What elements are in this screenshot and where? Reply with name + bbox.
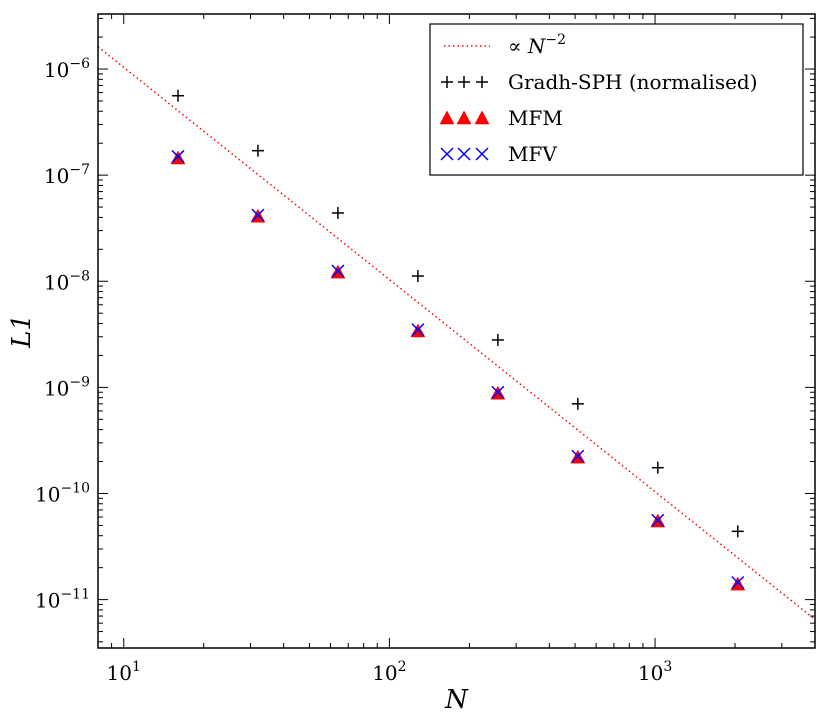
y-tick-label: 10−10 bbox=[35, 480, 90, 506]
y-tick-label: 10−8 bbox=[44, 268, 90, 294]
legend-marker-triangle bbox=[439, 110, 455, 125]
y-tick-label: 10−11 bbox=[35, 587, 90, 613]
data-point-plus bbox=[731, 525, 744, 538]
x-tick-label: 101 bbox=[107, 659, 141, 685]
data-point-plus bbox=[171, 89, 184, 102]
legend-marker-x bbox=[440, 147, 454, 161]
legend-marker-triangle bbox=[474, 110, 490, 125]
data-point-x-b bbox=[651, 513, 665, 527]
data-point-x-b bbox=[491, 385, 505, 399]
legend-label-x: MFV bbox=[508, 142, 557, 166]
data-points-layer bbox=[170, 89, 746, 591]
legend: ∝ N−2 Gradh-SPH (normalised) MFM MFV bbox=[429, 23, 804, 176]
legend-box bbox=[429, 23, 804, 176]
data-point-x bbox=[411, 323, 425, 337]
data-point-x bbox=[331, 264, 345, 278]
data-point-plus bbox=[331, 206, 344, 219]
legend-marker-x bbox=[457, 147, 471, 161]
legend-marker-plus bbox=[441, 76, 453, 88]
legend-marker-x bbox=[475, 147, 489, 161]
data-point-x bbox=[571, 449, 585, 463]
data-point-plus bbox=[251, 144, 264, 157]
data-point-x-b bbox=[171, 149, 185, 163]
legend-marker-triangle bbox=[456, 110, 472, 125]
data-point-x-b bbox=[331, 264, 345, 278]
data-point-plus bbox=[571, 397, 584, 410]
legend-marker-x-b bbox=[457, 147, 471, 161]
legend-label-plus: Gradh-SPH (normalised) bbox=[508, 70, 758, 94]
data-point-x-b bbox=[731, 575, 745, 590]
data-point-x bbox=[651, 513, 665, 527]
legend-label-triangle: MFM bbox=[508, 106, 563, 130]
legend-label-reference: ∝ N−2 bbox=[508, 32, 566, 58]
legend-marker-plus bbox=[458, 76, 470, 88]
y-tick-label: 10−9 bbox=[44, 374, 90, 400]
legend-marker-plus bbox=[476, 76, 488, 88]
legend-marker-x-b bbox=[475, 147, 489, 161]
data-point-plus bbox=[411, 270, 424, 283]
x-tick-label: 103 bbox=[638, 659, 672, 685]
data-point-x bbox=[731, 575, 745, 590]
x-axis-label: N bbox=[444, 685, 469, 715]
x-tick-label: 102 bbox=[372, 659, 406, 685]
y-tick-label: 10−6 bbox=[44, 56, 90, 82]
plot-frame bbox=[97, 13, 816, 649]
data-point-x-b bbox=[571, 449, 585, 463]
data-point-plus bbox=[491, 333, 504, 346]
data-point-x-b bbox=[411, 323, 425, 337]
y-axis-label: L1 bbox=[7, 314, 37, 349]
axis-ticks-layer: 101 102 103 10−6 10−7 10−8 10−9 10−10 10−11 bbox=[35, 14, 816, 685]
data-point-x bbox=[251, 208, 265, 222]
y-tick-label: 10−7 bbox=[44, 162, 90, 188]
series-x bbox=[171, 149, 745, 590]
data-point-x bbox=[491, 385, 505, 399]
series-plus bbox=[171, 89, 744, 538]
data-point-plus bbox=[651, 461, 664, 474]
data-point-x bbox=[171, 149, 185, 163]
data-point-x-b bbox=[251, 208, 265, 222]
legend-marker-x-b bbox=[440, 147, 454, 161]
